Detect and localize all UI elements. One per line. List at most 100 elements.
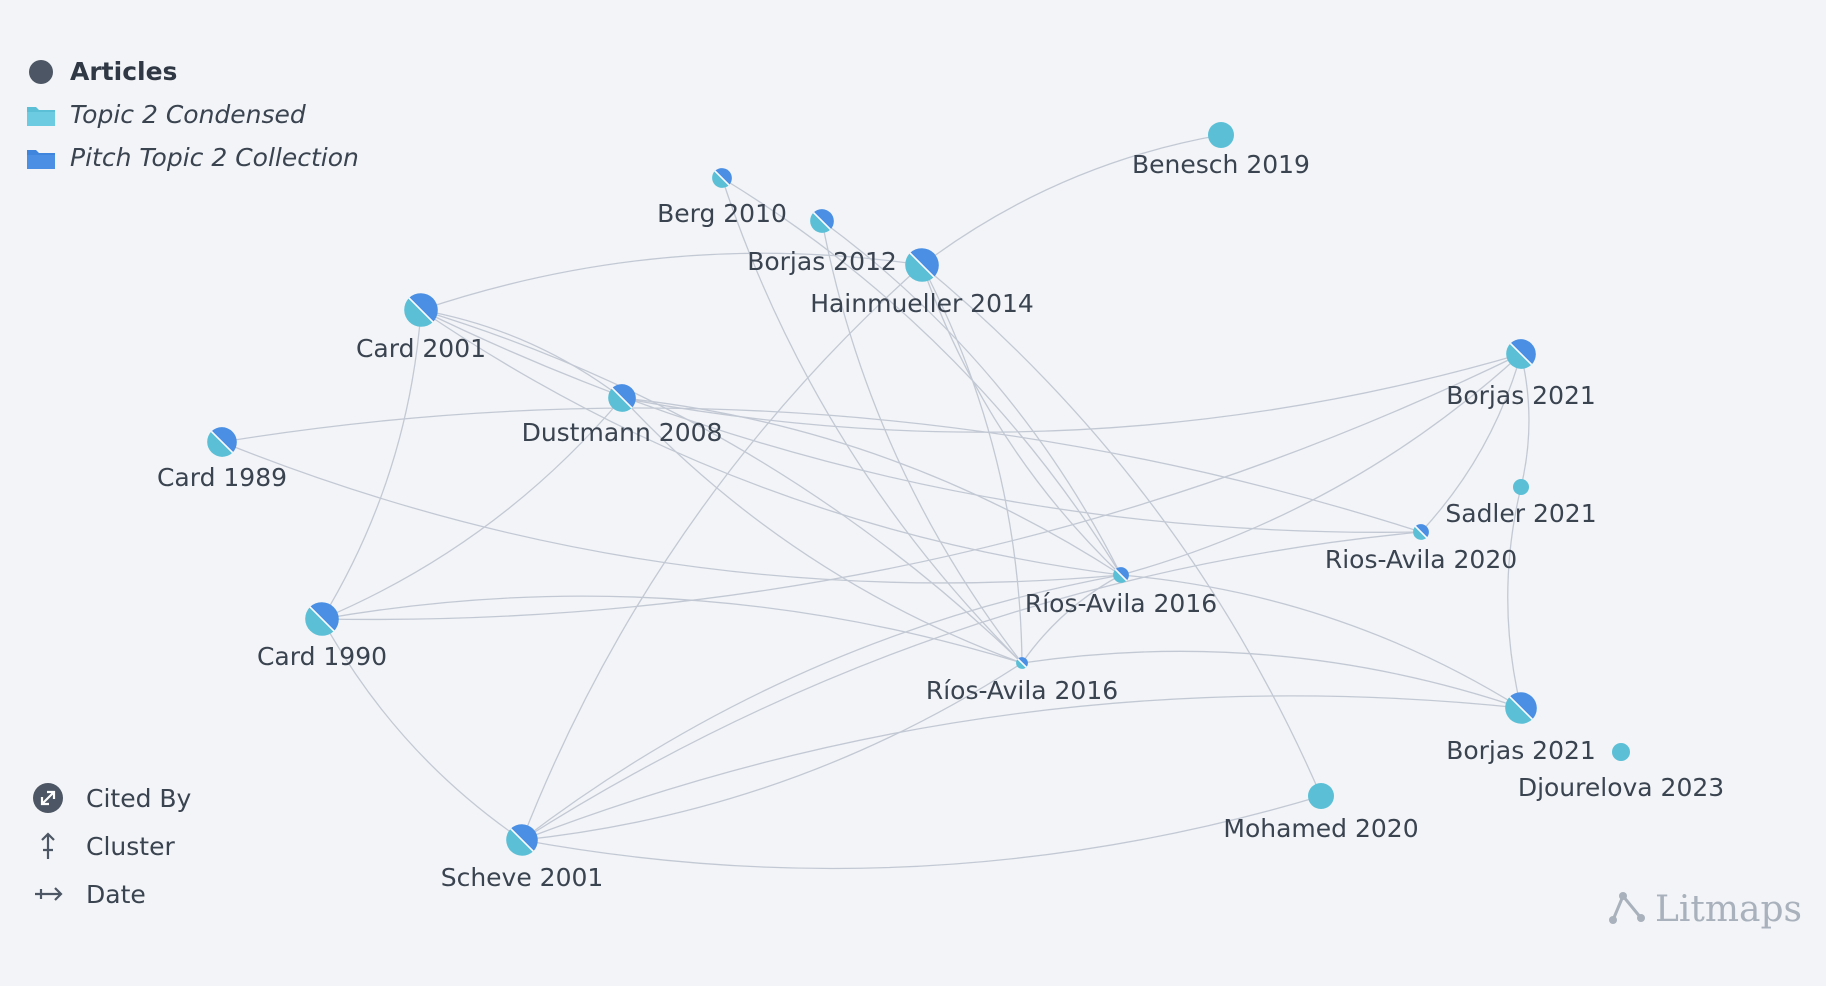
citation-edge <box>821 220 1122 576</box>
expand-arrows-icon <box>30 780 66 816</box>
citation-edge <box>420 309 623 399</box>
node-divider <box>408 297 434 323</box>
vertical-arrow-icon <box>30 828 66 864</box>
citation-edge <box>521 795 1322 870</box>
node-half-cyan <box>207 431 233 457</box>
citation-edge <box>1021 650 1522 709</box>
citation-edge <box>321 397 623 620</box>
article-node-riosavila2020[interactable]: Rios-Avila 2020 <box>1325 524 1517 574</box>
legend-articles-label: Articles <box>70 57 178 86</box>
node-label: Card 1990 <box>257 642 387 671</box>
node-half-blue <box>510 824 538 852</box>
node-label: Card 1989 <box>157 463 287 492</box>
article-node-benesch2019[interactable]: Benesch 2019 <box>1132 122 1310 179</box>
litmaps-logo-icon <box>1607 890 1647 930</box>
article-node-djourelova2023[interactable]: Djourelova 2023 <box>1518 743 1724 802</box>
citation-edge <box>521 574 1122 841</box>
legend-collection-2-label: Pitch Topic 2 Collection <box>70 143 359 172</box>
node-divider <box>1017 658 1027 668</box>
citation-edge <box>221 441 1122 584</box>
article-node-card1990[interactable]: Card 1990 <box>257 602 387 671</box>
date-label: Date <box>86 879 146 909</box>
node-half-blue <box>1017 657 1028 668</box>
cited-by-label: Cited By <box>86 783 192 813</box>
nodes-layer: Benesch 2019 Berg 2010 Borjas 2012 Hainmuel… <box>157 122 1724 892</box>
legend-collection-pitch-topic-2[interactable]: Pitch Topic 2 Collection <box>26 136 359 179</box>
citation-edge <box>420 309 1122 576</box>
node-half-cyan <box>1016 658 1027 669</box>
citation-edge <box>1120 353 1522 576</box>
node-half-cyan <box>305 606 335 636</box>
article-node-borjas2021b[interactable]: Borjas 2021 <box>1446 692 1596 765</box>
node-half-cyan <box>1506 343 1532 369</box>
article-node-hainmueller2014[interactable]: Hainmueller 2014 <box>810 248 1034 318</box>
citation-edge <box>921 134 1222 266</box>
node-half-cyan <box>712 170 730 188</box>
article-node-mohamed2020[interactable]: Mohamed 2020 <box>1223 783 1419 843</box>
citation-edge <box>321 309 422 620</box>
node-half-cyan <box>905 252 935 282</box>
legend-collection-1-label: Topic 2 Condensed <box>70 100 306 129</box>
cited-by-control[interactable]: Cited By <box>30 774 191 822</box>
node-half-cyan <box>404 297 434 327</box>
litmaps-logo[interactable]: Litmaps <box>1607 889 1802 930</box>
article-node-berg2010[interactable]: Berg 2010 <box>657 168 787 228</box>
node-half-blue <box>1415 524 1429 538</box>
folder-icon <box>26 143 56 173</box>
article-node-card2001[interactable]: Card 2001 <box>356 293 486 363</box>
node-half-cyan <box>506 828 534 856</box>
node-label: Card 2001 <box>356 334 486 363</box>
citation-edge <box>521 264 923 841</box>
node-label: Borjas 2012 <box>747 247 897 276</box>
horizontal-arrow-icon <box>30 876 66 912</box>
citation-edge <box>721 177 1122 576</box>
legend-collection-topic-2-condensed[interactable]: Topic 2 Condensed <box>26 93 359 136</box>
node-divider <box>1414 525 1428 539</box>
article-node-borjas2012[interactable]: Borjas 2012 <box>747 209 897 276</box>
node-divider <box>1509 696 1533 720</box>
node-divider <box>714 170 730 186</box>
node-half-cyan <box>608 388 632 412</box>
article-node-riosavila2016b[interactable]: Ríos-Avila 2016 <box>926 657 1118 705</box>
citation-edge <box>221 407 1422 533</box>
node-label: Djourelova 2023 <box>1518 773 1724 802</box>
node-divider <box>812 211 832 231</box>
article-node-scheve2001[interactable]: Scheve 2001 <box>441 824 604 892</box>
article-node-sadler2021[interactable]: Sadler 2021 <box>1445 479 1597 528</box>
legend-articles[interactable]: Articles <box>26 50 359 93</box>
node-circle <box>1208 122 1234 148</box>
article-node-dustmann2008[interactable]: Dustmann 2008 <box>522 384 723 447</box>
citation-edge <box>321 595 1023 664</box>
citation-edge <box>1420 353 1522 533</box>
article-node-card1989[interactable]: Card 1989 <box>157 427 287 492</box>
citation-edge <box>521 695 1522 841</box>
litmaps-brand-name: Litmaps <box>1654 889 1802 930</box>
graph-controls: Cited By Cluster Date <box>30 774 191 918</box>
node-label: Borjas 2021 <box>1446 381 1596 410</box>
node-divider <box>1114 568 1128 582</box>
citation-edge <box>921 264 1322 797</box>
citation-edge <box>621 353 1522 433</box>
node-circle <box>1513 479 1529 495</box>
node-label: Borjas 2021 <box>1446 736 1596 765</box>
citation-edge <box>1021 574 1122 664</box>
citation-edge <box>621 397 1023 664</box>
citation-edge <box>721 177 1023 664</box>
article-node-borjas2021a[interactable]: Borjas 2021 <box>1446 339 1596 410</box>
citation-edge <box>321 353 1522 621</box>
article-node-riosavila2016a[interactable]: Ríos-Avila 2016 <box>1025 567 1217 618</box>
node-half-blue <box>309 602 339 632</box>
node-half-cyan <box>1413 526 1427 540</box>
citation-edge <box>521 662 1023 841</box>
citation-edge <box>420 309 1023 664</box>
node-circle <box>1308 783 1334 809</box>
node-label: Berg 2010 <box>657 199 787 228</box>
cluster-control[interactable]: Cluster <box>30 822 191 870</box>
edges-layer <box>221 134 1530 870</box>
node-half-blue <box>1115 567 1129 581</box>
date-control[interactable]: Date <box>30 870 191 918</box>
node-label: Dustmann 2008 <box>522 418 723 447</box>
node-half-blue <box>211 427 237 453</box>
node-divider <box>510 828 534 852</box>
